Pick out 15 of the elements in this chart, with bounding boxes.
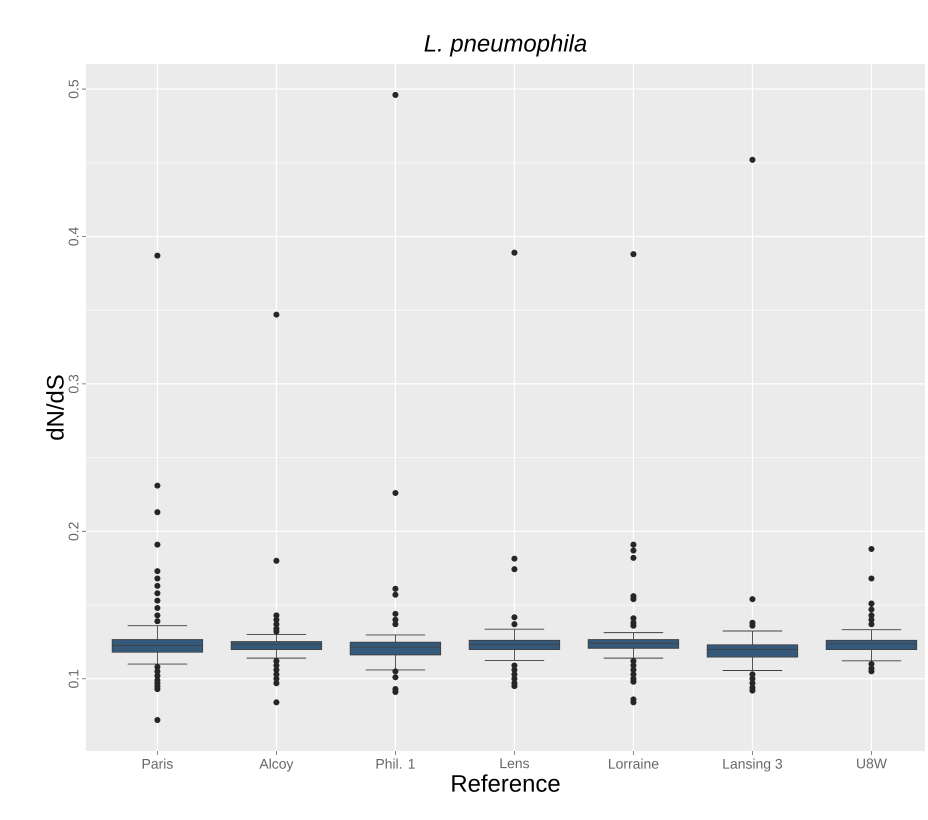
y-tick-label: 0.4 <box>68 227 78 246</box>
x-tick-label: Alcoy <box>259 758 294 772</box>
y-tick-label: 0.1 <box>68 670 78 688</box>
y-axis-title: dN/dS <box>46 375 64 440</box>
x-tick-label: U8W <box>857 758 887 768</box>
x-tick-label: Lorraine <box>608 758 658 769</box>
chart-title: L. pneumophila <box>424 34 586 56</box>
y-tick-label: 0.3 <box>68 374 78 394</box>
y-tick-label: 0.5 <box>68 80 78 98</box>
x-tick-label: Paris <box>142 758 173 769</box>
x-tick-label: Lansing 3 <box>723 758 782 772</box>
y-tick-label: 0.2 <box>68 522 78 540</box>
x-axis-title: Reference <box>452 774 560 792</box>
x-tick-label: Phil. 1 <box>376 758 415 769</box>
x-tick-label: Lens <box>500 758 530 768</box>
